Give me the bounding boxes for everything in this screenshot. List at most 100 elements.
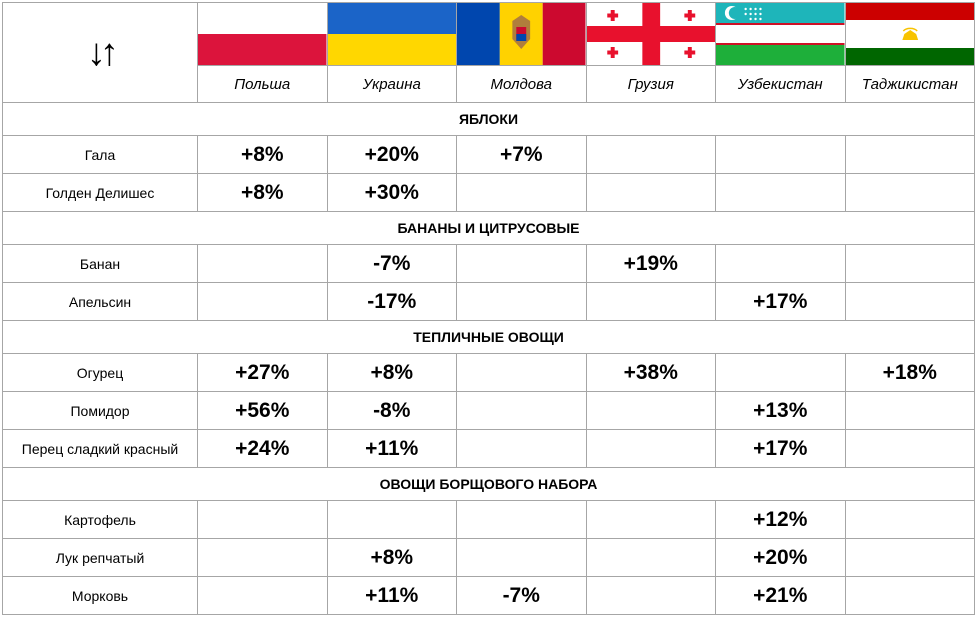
table-row: Огурец +27% +8% +38% +18% xyxy=(2,353,975,392)
section-title: ОВОЩИ БОРЩОВОГО НАБОРА xyxy=(2,467,975,501)
flag-cell-tajikistan xyxy=(844,2,975,66)
country-name-moldova: Молдова xyxy=(456,65,587,103)
sort-cell[interactable]: ↓↑ xyxy=(2,2,198,103)
price-change-cell: +19% xyxy=(585,244,716,283)
table-row: Банан -7% +19% xyxy=(2,244,975,283)
flag-cell-moldova xyxy=(456,2,587,66)
price-change-cell xyxy=(844,538,975,577)
price-change-cell: +38% xyxy=(585,353,716,392)
price-change-cell: +17% xyxy=(715,429,846,468)
price-change-cell xyxy=(844,500,975,539)
price-change-cell xyxy=(844,391,975,430)
price-change-cell xyxy=(844,576,975,615)
georgia-flag-icon xyxy=(586,3,715,65)
table-row: Картофель +12% xyxy=(2,500,975,539)
product-label: Перец сладкий красный xyxy=(2,429,198,468)
price-change-cell: -8% xyxy=(326,391,457,430)
price-change-cell: +8% xyxy=(197,135,328,174)
price-change-cell xyxy=(456,429,587,468)
country-name-tajikistan: Таджикистан xyxy=(844,65,975,103)
price-change-cell xyxy=(844,135,975,174)
price-change-cell: +11% xyxy=(326,576,457,615)
table-row: Морковь +11% -7% +21% xyxy=(2,576,975,615)
flag-cell-uzbekistan xyxy=(715,2,846,66)
price-change-cell: +56% xyxy=(197,391,328,430)
price-change-cell: +18% xyxy=(844,353,975,392)
price-change-cell xyxy=(585,538,716,577)
section-header-row: ТЕПЛИЧНЫЕ ОВОЩИ xyxy=(2,320,975,354)
price-change-cell: +8% xyxy=(326,353,457,392)
price-change-cell xyxy=(456,538,587,577)
section-header-row: БАНАНЫ И ЦИТРУСОВЫЕ xyxy=(2,211,975,245)
price-change-cell: -7% xyxy=(456,576,587,615)
price-change-cell: +20% xyxy=(326,135,457,174)
price-change-cell xyxy=(197,500,328,539)
price-change-cell: +30% xyxy=(326,173,457,212)
country-name-uzbekistan: Узбекистан xyxy=(715,65,846,103)
flags-row: ↓↑ xyxy=(2,2,975,103)
price-change-cell: +17% xyxy=(715,282,846,321)
price-change-cell xyxy=(456,244,587,283)
price-change-cell xyxy=(197,538,328,577)
price-change-cell: +7% xyxy=(456,135,587,174)
price-change-cell xyxy=(585,135,716,174)
product-label: Голден Делишес xyxy=(2,173,198,212)
country-name-ukraine: Украина xyxy=(326,65,457,103)
price-change-cell xyxy=(844,244,975,283)
price-change-cell xyxy=(456,282,587,321)
price-change-cell xyxy=(585,429,716,468)
product-label: Помидор xyxy=(2,391,198,430)
product-label: Лук репчатый xyxy=(2,538,198,577)
price-change-cell xyxy=(715,244,846,283)
price-change-cell xyxy=(844,173,975,212)
price-change-cell xyxy=(197,244,328,283)
country-names-row: Польша Украина Молдова Грузия Узбекистан Тадж… xyxy=(3,65,975,103)
price-change-cell xyxy=(585,282,716,321)
price-change-cell xyxy=(585,576,716,615)
section-title: ЯБЛОКИ xyxy=(2,102,975,136)
price-change-cell xyxy=(844,429,975,468)
table-row: Апельсин -17% +17% xyxy=(2,282,975,321)
price-change-cell: +11% xyxy=(326,429,457,468)
price-change-cell xyxy=(585,391,716,430)
flag-cell-poland xyxy=(197,2,328,66)
price-change-cell xyxy=(715,353,846,392)
price-change-cell xyxy=(715,173,846,212)
price-change-cell xyxy=(197,282,328,321)
price-change-cell xyxy=(456,391,587,430)
price-change-cell xyxy=(456,173,587,212)
product-label: Гала xyxy=(2,135,198,174)
table-row: Голден Делишес +8% +30% xyxy=(2,173,975,212)
poland-flag-icon xyxy=(198,3,327,65)
product-label: Апельсин xyxy=(2,282,198,321)
price-change-cell: +8% xyxy=(326,538,457,577)
price-change-cell: +13% xyxy=(715,391,846,430)
section-title: ТЕПЛИЧНЫЕ ОВОЩИ xyxy=(2,320,975,354)
price-change-cell xyxy=(844,282,975,321)
price-change-cell: +21% xyxy=(715,576,846,615)
price-change-cell: +27% xyxy=(197,353,328,392)
price-change-cell: +8% xyxy=(197,173,328,212)
moldova-flag-icon xyxy=(457,3,586,65)
section-header-row: ЯБЛОКИ xyxy=(2,102,975,136)
uzbekistan-flag-icon xyxy=(716,3,845,65)
price-change-cell xyxy=(197,576,328,615)
country-name-georgia: Грузия xyxy=(585,65,716,103)
sort-arrows-icon[interactable]: ↓↑ xyxy=(87,31,119,74)
ukraine-flag-icon xyxy=(327,3,456,65)
product-label: Огурец xyxy=(2,353,198,392)
price-change-cell xyxy=(585,173,716,212)
price-change-cell xyxy=(715,135,846,174)
country-name-poland: Польша xyxy=(197,65,328,103)
price-change-cell xyxy=(585,500,716,539)
price-change-cell: -17% xyxy=(326,282,457,321)
table-row: Перец сладкий красный +24% +11% +17% xyxy=(2,429,975,468)
flag-cell-ukraine xyxy=(326,2,457,66)
table-row: Лук репчатый +8% +20% xyxy=(2,538,975,577)
price-change-cell xyxy=(456,353,587,392)
section-header-row: ОВОЩИ БОРЩОВОГО НАБОРА xyxy=(2,467,975,501)
price-change-cell xyxy=(326,500,457,539)
price-change-cell: -7% xyxy=(326,244,457,283)
price-change-cell xyxy=(456,500,587,539)
